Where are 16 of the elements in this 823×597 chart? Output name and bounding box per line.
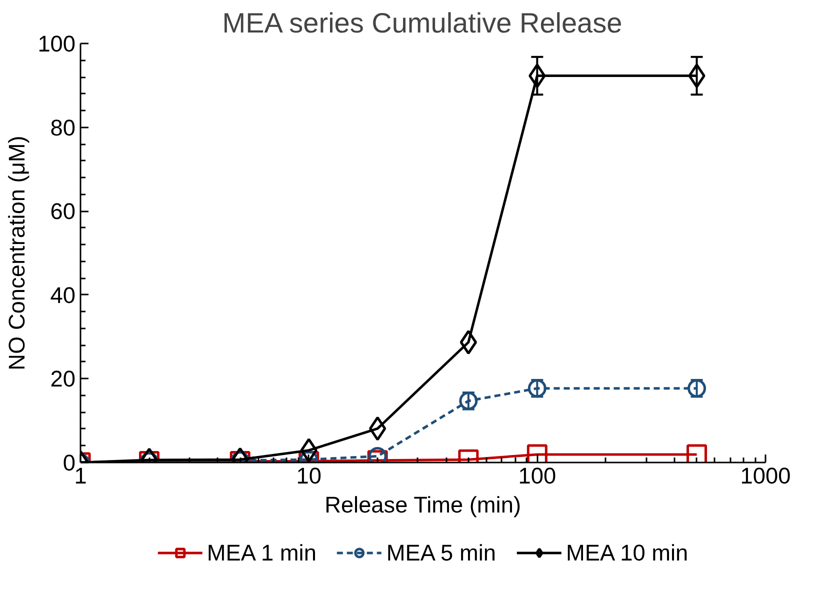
legend-label: MEA 1 min xyxy=(206,539,316,566)
x-tick-label: 1000 xyxy=(740,462,791,488)
y-tick-label: 100 xyxy=(38,30,76,56)
x-tick-label: 1 xyxy=(74,462,87,488)
y-tick-label: 0 xyxy=(62,450,76,476)
y-tick-label: 60 xyxy=(50,198,76,224)
x-tick-label: 100 xyxy=(518,462,556,488)
x-axis-title: Release Time (min) xyxy=(324,492,521,518)
y-tick-label: 80 xyxy=(50,114,76,140)
y-tick-label: 40 xyxy=(50,282,76,308)
y-tick-label: 20 xyxy=(50,366,76,392)
legend-label: MEA 10 min xyxy=(566,539,688,566)
x-tick-label: 10 xyxy=(296,462,322,488)
chart-title: MEA series Cumulative Release xyxy=(222,8,622,38)
y-axis-title: NO Concentration (μM) xyxy=(4,136,30,370)
legend-label: MEA 5 min xyxy=(386,539,496,566)
